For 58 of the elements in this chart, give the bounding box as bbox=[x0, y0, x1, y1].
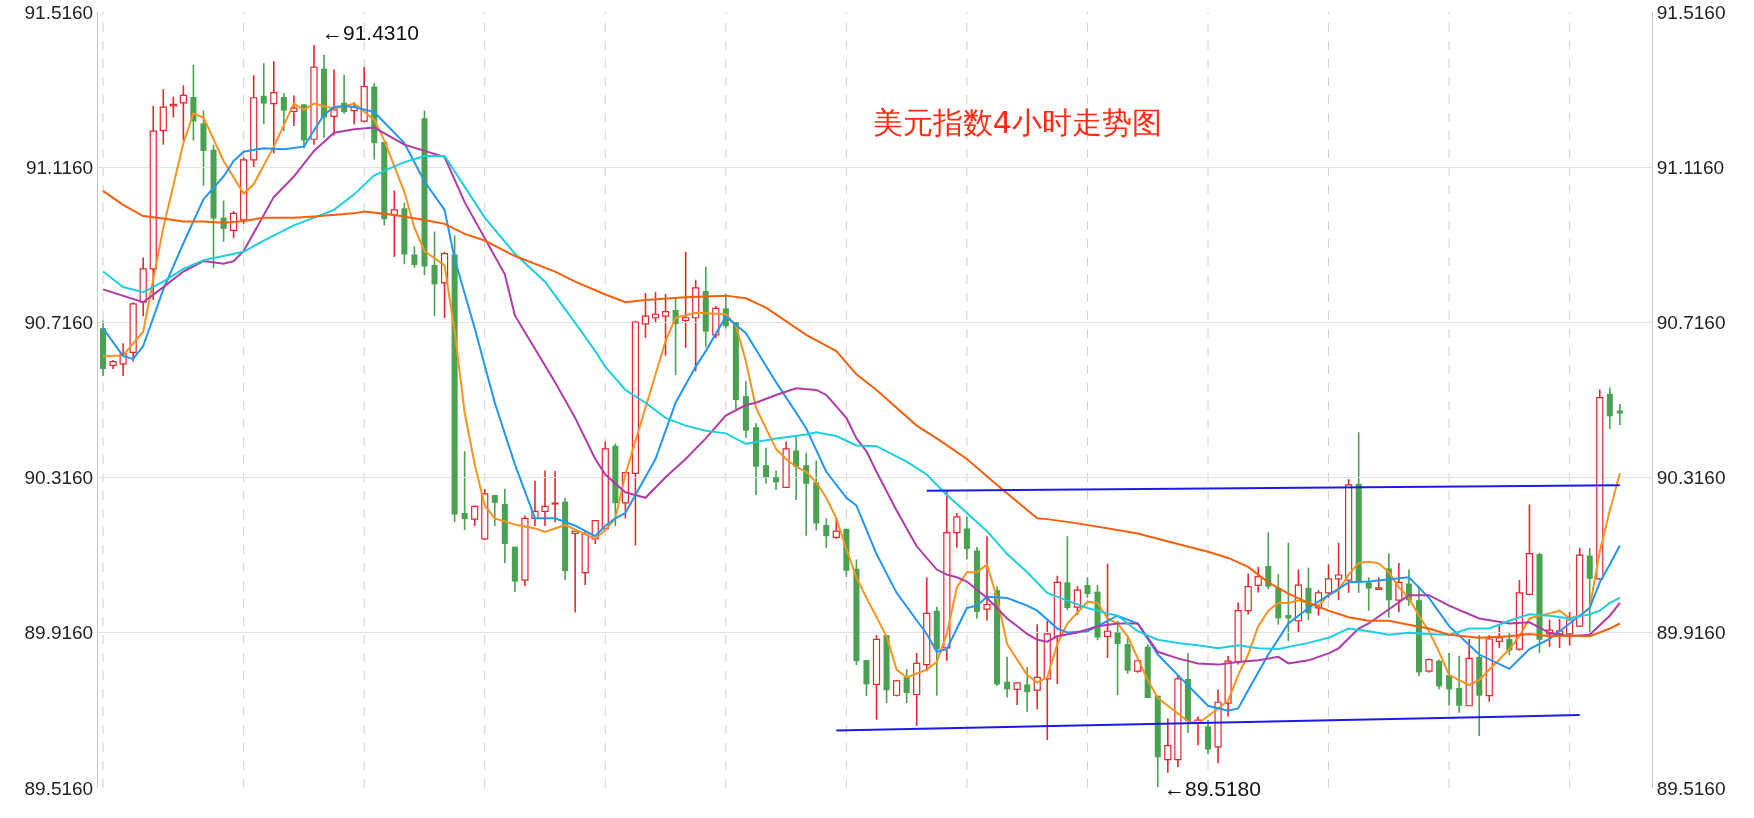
candlestick bbox=[963, 515, 970, 561]
candlestick bbox=[551, 470, 559, 524]
y2-tick-label: 90.3160 bbox=[1656, 467, 1726, 489]
candlestick bbox=[1013, 682, 1021, 706]
candlestick bbox=[1073, 585, 1082, 616]
candlestick bbox=[1334, 541, 1343, 602]
candlestick bbox=[763, 446, 770, 485]
candlestick bbox=[661, 293, 670, 357]
y2-tick-label: 90.7160 bbox=[1656, 312, 1726, 334]
y-tick-label: 89.9160 bbox=[24, 622, 94, 644]
candlestick bbox=[1265, 531, 1272, 591]
candlestick bbox=[541, 469, 549, 527]
y-tick-label: 90.7160 bbox=[24, 312, 94, 334]
y2-tick-label: 91.1160 bbox=[1656, 156, 1725, 178]
text: 美元指数4小时走势图 bbox=[872, 105, 1162, 141]
candlestick bbox=[983, 535, 991, 622]
candlestick bbox=[1084, 576, 1091, 599]
candlestick bbox=[179, 84, 187, 142]
candlestick bbox=[1324, 563, 1333, 599]
candlestick bbox=[641, 292, 650, 339]
candlestick bbox=[270, 60, 278, 155]
candlestick bbox=[1616, 403, 1623, 427]
candlestick bbox=[1456, 654, 1463, 714]
candlestick bbox=[159, 88, 167, 146]
y-tick-label: 91.5160 bbox=[24, 1, 94, 23]
candlestick bbox=[571, 530, 579, 614]
candlestick bbox=[793, 434, 800, 501]
y2-tick-label: 91.5160 bbox=[1656, 1, 1726, 23]
candlestick bbox=[1606, 386, 1613, 430]
candlestick bbox=[953, 512, 961, 549]
candlestick bbox=[823, 517, 830, 549]
y2-tick-label: 89.5160 bbox=[1656, 777, 1726, 799]
candlestick bbox=[1254, 566, 1262, 594]
candlestick bbox=[330, 68, 338, 137]
candlestick bbox=[461, 450, 468, 531]
candlestick bbox=[682, 250, 690, 349]
candlestick bbox=[1365, 576, 1372, 612]
candlestick bbox=[1024, 666, 1031, 713]
y-tick-label: 89.5160 bbox=[24, 777, 94, 799]
candlestick bbox=[431, 230, 438, 317]
candlestick bbox=[1114, 619, 1121, 697]
candlestick bbox=[1164, 717, 1172, 774]
candlestick bbox=[1204, 718, 1212, 756]
annotation: ←91.4310 bbox=[322, 21, 419, 44]
candlestick bbox=[903, 668, 910, 704]
y-tick-label: 91.1160 bbox=[25, 156, 94, 178]
candlestick bbox=[260, 62, 267, 125]
candlestick bbox=[491, 494, 498, 527]
candlestick bbox=[280, 92, 287, 132]
y-tick-label: 90.3160 bbox=[24, 467, 94, 489]
candlestick bbox=[1446, 652, 1453, 707]
y2-tick-label: 89.9160 bbox=[1656, 622, 1726, 644]
candlestick bbox=[773, 469, 780, 491]
candlestick bbox=[1103, 562, 1112, 659]
candlestick bbox=[169, 95, 177, 119]
candlestick bbox=[1586, 547, 1593, 635]
annotation: ←89.5180 bbox=[1164, 777, 1261, 800]
candlestick bbox=[411, 245, 418, 269]
